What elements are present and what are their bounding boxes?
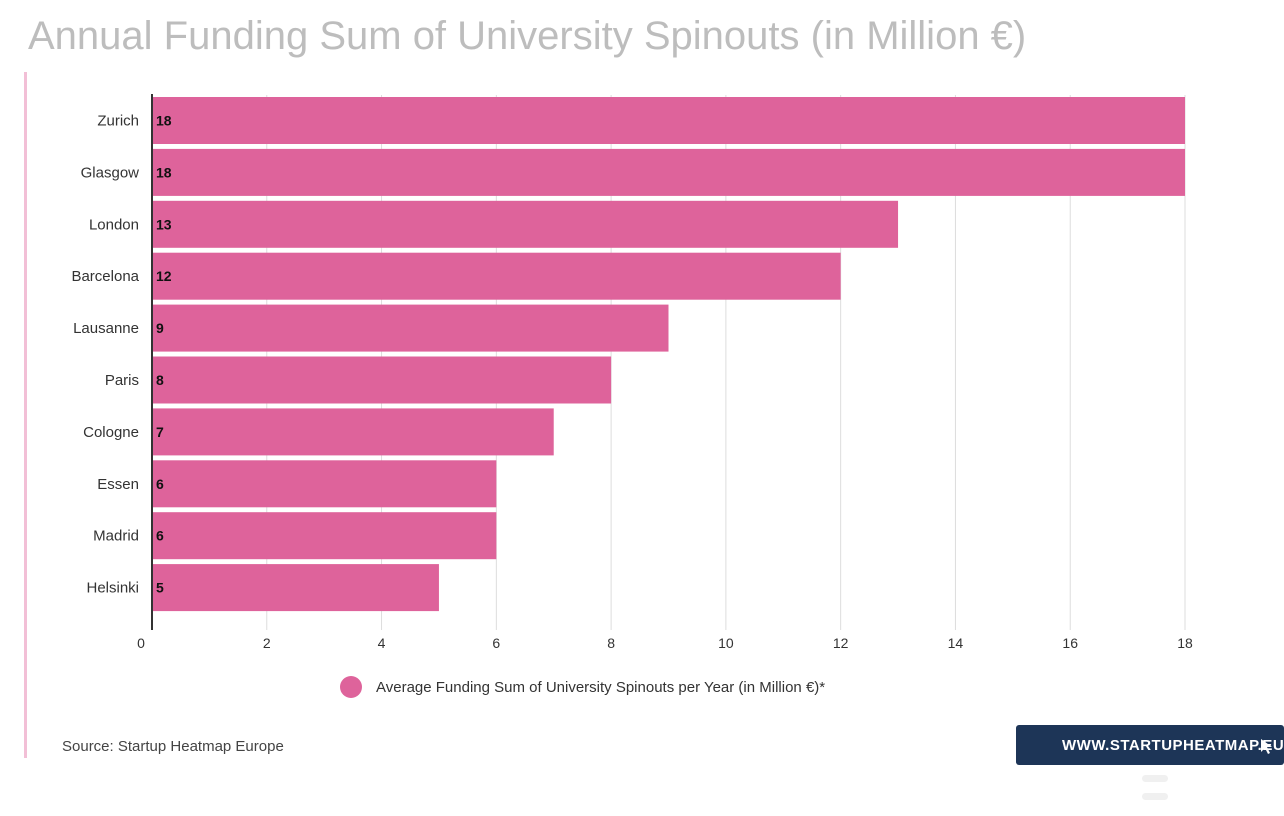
x-tick-label: 16: [1062, 635, 1078, 651]
legend: Average Funding Sum of University Spinou…: [340, 676, 825, 698]
x-tick-label: 18: [1177, 635, 1193, 651]
category-labels: Zurich Glasgow London Barcelona Lausanne Pari…: [71, 113, 139, 597]
data-label: 5: [156, 580, 164, 596]
bar-zurich: [152, 97, 1185, 144]
source-note: Source: Startup Heatmap Europe: [62, 738, 284, 755]
category-label: Cologne: [83, 424, 139, 441]
bar-madrid: [152, 512, 497, 560]
chart-title: Annual Funding Sum of University Spinout…: [28, 14, 1027, 58]
scroll-indicator: [1142, 793, 1168, 800]
legend-swatch: [340, 676, 362, 698]
category-label: Zurich: [97, 113, 139, 130]
data-label: 18: [156, 164, 172, 180]
x-tick-label: 10: [718, 635, 734, 651]
brand-link-button[interactable]: WWW.STARTUPHEATMAP.EU: [1016, 725, 1284, 765]
scroll-indicator: [1142, 775, 1168, 782]
bar-cologne: [152, 408, 554, 456]
cursor-arrow-icon: [1261, 739, 1272, 754]
data-label: 18: [156, 113, 172, 129]
bar-helsinki: [152, 564, 439, 612]
data-label: 6: [156, 476, 164, 492]
bar-chart: Zurich Glasgow London Barcelona Lausanne Pari…: [71, 94, 1193, 651]
x-tick-label: 2: [263, 635, 271, 651]
data-label: 6: [156, 528, 164, 544]
accent-line: [24, 72, 27, 758]
category-label: Madrid: [93, 528, 139, 545]
x-tick-label: 6: [492, 635, 500, 651]
bar-barcelona: [152, 252, 841, 300]
x-tick-label: 0: [137, 635, 145, 651]
x-tick-labels: 0 2 4 6 8 10 12 14 16 18: [137, 635, 1193, 651]
x-tick-label: 14: [948, 635, 964, 651]
category-label: Paris: [105, 372, 139, 389]
x-tick-label: 12: [833, 635, 849, 651]
data-label: 8: [156, 372, 164, 388]
category-label: Barcelona: [71, 268, 139, 285]
category-label: Glasgow: [81, 164, 140, 181]
category-label: Helsinki: [86, 580, 139, 597]
bar-paris: [152, 356, 612, 404]
bar-essen: [152, 460, 497, 508]
bar-london: [152, 200, 899, 248]
x-tick-label: 8: [607, 635, 615, 651]
category-label: Essen: [97, 476, 139, 493]
x-tick-label: 4: [378, 635, 386, 651]
data-label: 7: [156, 424, 164, 440]
category-label: Lausanne: [73, 320, 139, 337]
category-label: London: [89, 216, 139, 233]
data-label: 12: [156, 268, 172, 284]
data-label: 13: [156, 216, 172, 232]
bars: [152, 97, 1185, 612]
bar-glasgow: [152, 148, 1185, 196]
data-label: 9: [156, 320, 164, 336]
value-labels: 18 18 13 12 9 8 7 6 6 5: [156, 113, 172, 596]
bar-lausanne: [152, 304, 669, 352]
legend-label: Average Funding Sum of University Spinou…: [376, 678, 826, 696]
brand-label: WWW.STARTUPHEATMAP.EU: [1062, 736, 1284, 754]
